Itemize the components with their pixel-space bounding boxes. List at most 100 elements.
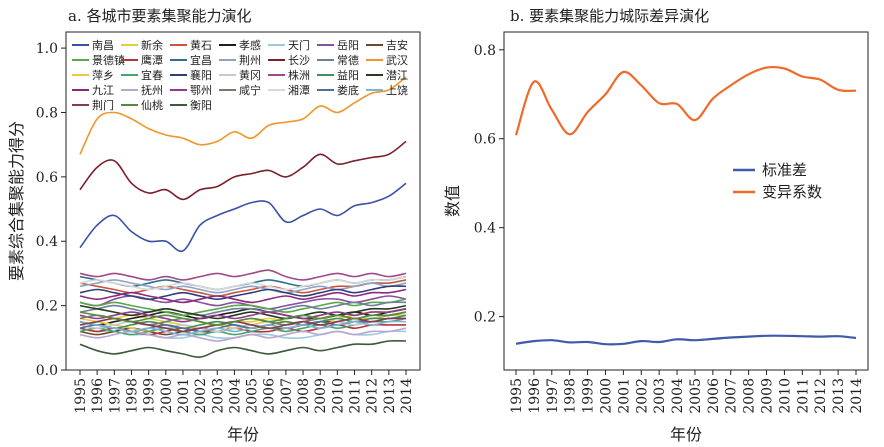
- panel-a-y-axis-title: 要素综合集聚能力得分: [7, 121, 26, 281]
- b-x-tick-label: 1995: [509, 378, 525, 414]
- legend-label: 荆门: [92, 98, 114, 112]
- a-series-line: [79, 320, 407, 336]
- a-y-tick-label: 0.2: [36, 299, 58, 315]
- a-x-tick-label: 2013: [382, 378, 398, 414]
- legend-label: 黄冈: [239, 68, 261, 82]
- legend-label: 宜昌: [190, 53, 212, 67]
- legend-label: 荆州: [239, 54, 261, 67]
- legend-label: 九江: [92, 84, 114, 97]
- legend-label: 上饶: [386, 84, 408, 97]
- b-x-tick-label: 2001: [616, 378, 632, 414]
- panel-b-plot-frame: [503, 31, 869, 371]
- legend-label: 常德: [337, 53, 359, 67]
- a-series-line: [79, 269, 407, 281]
- a-series-line: [79, 301, 407, 317]
- legend-label: 潜江: [386, 68, 408, 82]
- a-x-tick-label: 1997: [107, 378, 123, 414]
- a-x-tick-label: 2010: [330, 378, 346, 414]
- legend-label: 湘潭: [288, 83, 310, 97]
- b-x-tick-label: 2008: [742, 378, 758, 414]
- a-x-tick-label: 2007: [279, 378, 295, 414]
- b-x-tick-label: 2013: [831, 378, 847, 414]
- b-x-tick-label: 1998: [563, 378, 579, 414]
- a-x-tick-label: 2000: [159, 378, 175, 414]
- panel-b-y-axis: 0.2 0.4 0.6 0.8: [474, 43, 504, 326]
- legend-label: 武汉: [386, 54, 408, 67]
- legend-label: 吉安: [386, 38, 408, 52]
- panel-a-x-axis-title: 年份: [227, 425, 259, 444]
- legend-label: 仙桃: [141, 98, 163, 112]
- panel-b-x-axis: 1995 1996 1997 1998 1999 2000 2001 2002 2003 2004…: [509, 370, 865, 414]
- legend-label: 长沙: [288, 54, 310, 67]
- a-series-line: [79, 182, 407, 253]
- a-x-tick-label: 1999: [142, 378, 158, 414]
- panel-a-title: a. 各城市要素集聚能力演化: [68, 7, 251, 25]
- a-series-line: [79, 339, 407, 358]
- b-x-tick-label: 2004: [670, 378, 686, 414]
- legend-label: 咸宁: [239, 83, 261, 97]
- legend-label: 岳阳: [337, 39, 359, 52]
- panel-b-x-axis-title: 年份: [670, 425, 702, 444]
- a-x-tick-label: 2001: [176, 378, 192, 414]
- a-x-tick-label: 2012: [365, 378, 381, 414]
- b-x-tick-label: 2011: [795, 378, 811, 414]
- a-series-line: [79, 304, 407, 320]
- a-series-line: [79, 279, 407, 294]
- a-y-tick-label: 0.0: [36, 363, 58, 379]
- legend-label: 鹰潭: [141, 53, 163, 67]
- legend-label: 新余: [141, 38, 163, 52]
- legend-label: 抚州: [141, 83, 163, 97]
- a-series-line: [79, 285, 407, 301]
- a-x-tick-label: 2003: [210, 378, 226, 414]
- b-y-tick-label: 0.4: [474, 221, 496, 237]
- panel-a-series-group: [79, 76, 407, 358]
- b-x-tick-label: 2000: [598, 378, 614, 414]
- legend-label: 萍乡: [92, 69, 114, 82]
- b-x-tick-label: 1997: [545, 378, 561, 414]
- legend-label: 宜春: [141, 68, 163, 82]
- a-series-line: [79, 275, 407, 291]
- legend-label: 变异系数: [762, 183, 822, 201]
- a-series-line: [79, 140, 407, 201]
- b-y-tick-label: 0.8: [474, 43, 496, 59]
- b-x-tick-label: 2005: [688, 378, 704, 414]
- b-series-line: [514, 65, 857, 136]
- a-y-tick-label: 0.4: [36, 234, 58, 250]
- b-series-line: [515, 334, 857, 346]
- panel-b-series-group: [514, 65, 857, 346]
- legend-label: 鄂州: [190, 84, 212, 97]
- a-x-tick-label: 2014: [399, 378, 415, 414]
- a-x-tick-label: 2009: [313, 378, 329, 414]
- a-x-tick-label: 1995: [73, 378, 89, 414]
- b-x-tick-label: 1999: [581, 378, 597, 414]
- b-x-tick-label: 2006: [706, 378, 722, 414]
- legend-label: 景德镇: [92, 53, 125, 67]
- legend-label: 娄底: [337, 83, 359, 97]
- b-x-tick-label: 2010: [777, 378, 793, 414]
- b-x-tick-label: 2012: [813, 378, 829, 414]
- legend-label: 衡阳: [190, 99, 212, 112]
- a-x-tick-label: 2011: [348, 378, 364, 414]
- legend-label: 孝感: [239, 39, 261, 52]
- b-x-tick-label: 1996: [527, 378, 543, 414]
- panel-a-x-axis: 1995 1996 1997 1998 1999 2000 2001 2002 2003 2004…: [73, 370, 415, 414]
- legend-label: 黄石: [190, 38, 212, 52]
- a-y-tick-label: 0.6: [36, 170, 58, 186]
- legend-label: 南昌: [92, 39, 114, 52]
- legend-label: 益阳: [337, 68, 359, 82]
- a-x-tick-label: 2002: [193, 378, 209, 414]
- legend-label: 标准差: [762, 161, 807, 179]
- b-y-tick-label: 0.2: [474, 310, 496, 326]
- b-x-tick-label: 2003: [652, 378, 668, 414]
- a-series-line: [79, 298, 407, 317]
- a-series-line: [79, 288, 407, 304]
- a-y-tick-label: 1.0: [36, 41, 58, 57]
- panel-b-y-axis-title: 数值: [443, 185, 462, 217]
- a-x-tick-label: 1996: [90, 378, 106, 414]
- panel-b-title: b. 要素集聚能力城际差异演化: [510, 7, 709, 25]
